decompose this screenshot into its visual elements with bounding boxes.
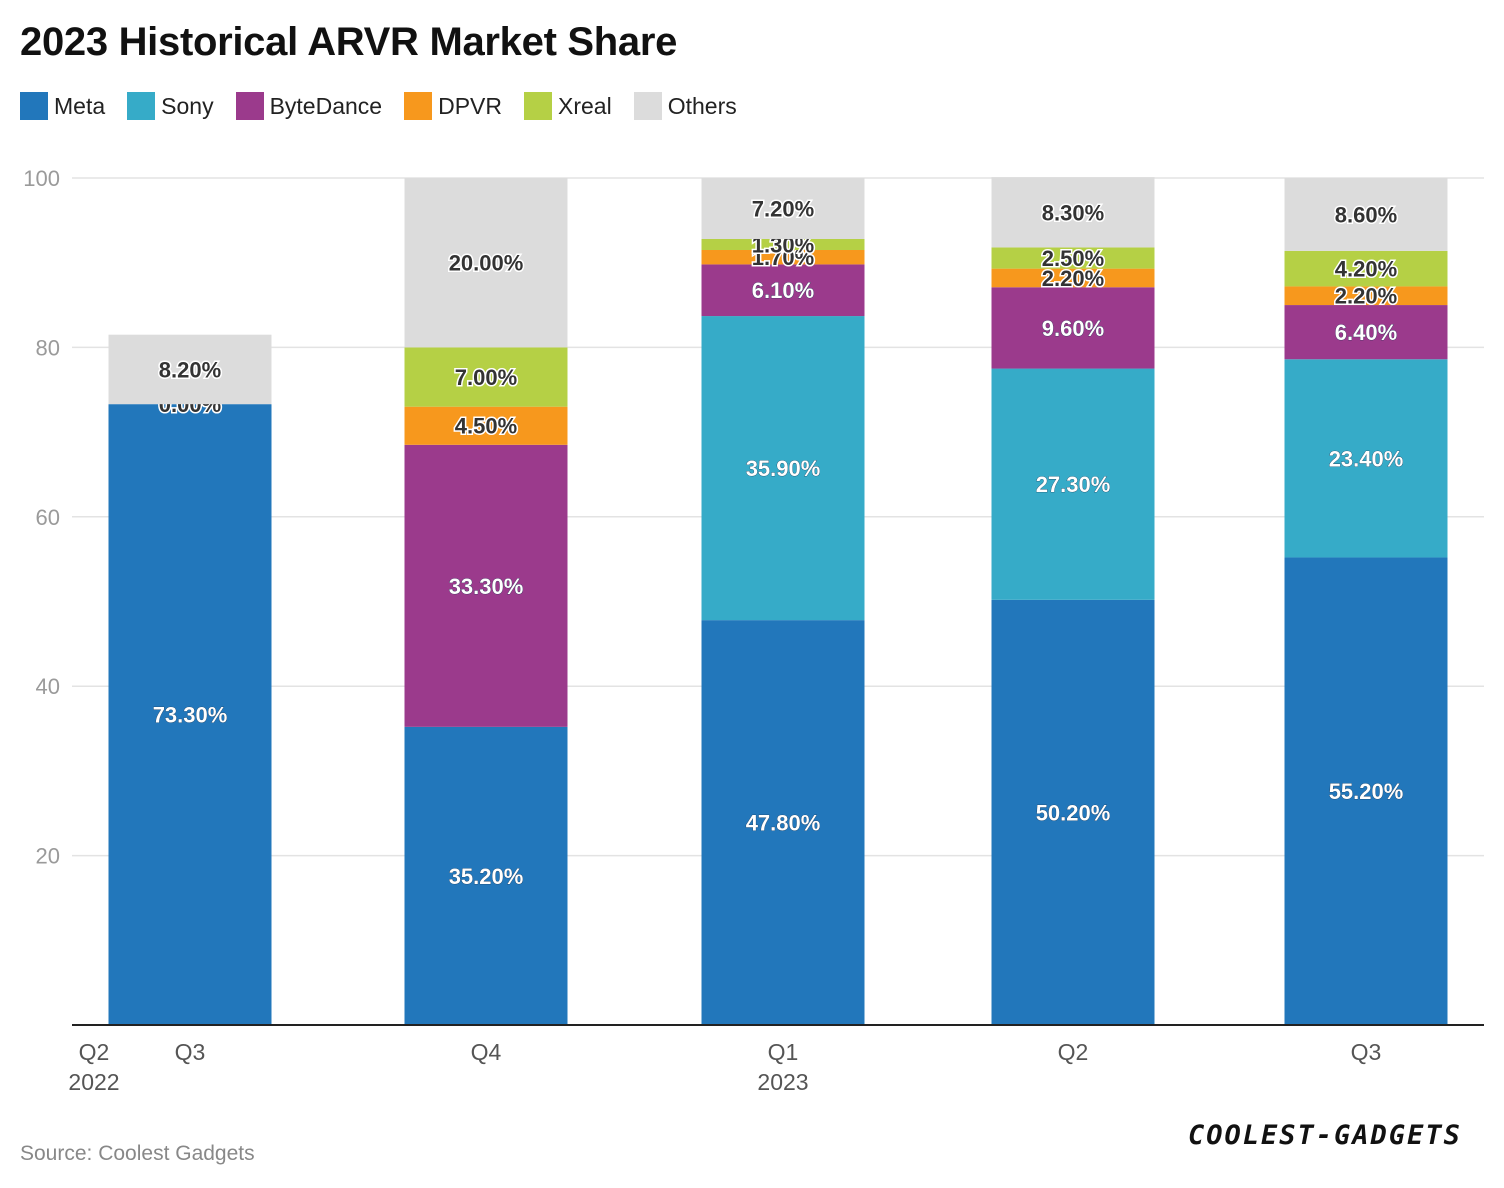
data-label-meta: 35.20% xyxy=(449,864,524,889)
data-label-others: 8.20% xyxy=(159,357,221,382)
legend-label-xreal: Xreal xyxy=(558,92,612,119)
bar-xreal xyxy=(1284,250,1448,287)
data-label-bytedance: 9.60% xyxy=(1042,316,1104,341)
data-label-sony: 23.40% xyxy=(1329,446,1404,471)
data-label-meta: 73.30% xyxy=(153,703,228,728)
data-label-sony: 35.90% xyxy=(746,456,821,481)
data-label-dpvr: 2.20% xyxy=(1335,284,1397,309)
bar-meta xyxy=(701,620,865,1025)
data-label-xreal: 2.50% xyxy=(1042,246,1104,271)
y-tick-label: 40 xyxy=(36,674,60,699)
legend-label-sony: Sony xyxy=(161,92,214,119)
legend-swatch-others xyxy=(633,92,662,120)
bar-bytedance xyxy=(701,264,865,317)
bar-others xyxy=(108,334,272,405)
bar-sony xyxy=(1284,359,1448,558)
legend-item-xreal[interactable]: Xreal xyxy=(524,92,612,120)
legend-swatch-meta xyxy=(20,92,48,120)
x-tick-label: Q3 xyxy=(175,1039,206,1065)
legend: Meta Sony ByteDance DPVR Xreal Others xyxy=(20,92,759,120)
bar-bytedance xyxy=(1284,305,1448,360)
data-label-meta: 47.80% xyxy=(746,811,821,836)
data-label-bytedance: 6.40% xyxy=(1335,320,1397,345)
legend-item-dpvr[interactable]: DPVR xyxy=(404,92,502,120)
data-label-others: 7.20% xyxy=(752,196,814,221)
data-label-others: 8.30% xyxy=(1042,200,1104,225)
legend-swatch-dpvr xyxy=(404,92,433,120)
bar-xreal xyxy=(404,347,568,407)
y-tick-label: 80 xyxy=(36,335,60,360)
data-label-meta: 55.20% xyxy=(1329,779,1404,804)
legend-swatch-sony xyxy=(127,92,156,120)
bar-others xyxy=(1284,178,1448,251)
data-label-dpvr: 2.20% xyxy=(1042,266,1104,291)
legend-label-others: Others xyxy=(667,92,737,119)
bar-dpvr xyxy=(701,249,865,265)
legend-label-dpvr: DPVR xyxy=(438,92,502,119)
bar-sony xyxy=(701,316,865,621)
x-tick-label: Q2 xyxy=(79,1039,110,1065)
y-tick-label: 100 xyxy=(23,166,60,191)
legend-swatch-bytedance xyxy=(235,92,264,120)
x-year-label: 2023 xyxy=(757,1069,808,1095)
legend-item-meta[interactable]: Meta xyxy=(20,92,105,120)
data-label-xreal: 7.00% xyxy=(455,365,517,390)
data-label-others: 20.00% xyxy=(449,251,524,276)
bar-others xyxy=(991,177,1155,248)
legend-item-bytedance[interactable]: ByteDance xyxy=(235,92,383,120)
bar-others xyxy=(404,178,568,348)
bar-dpvr xyxy=(1284,286,1448,306)
bar-meta xyxy=(991,599,1155,1025)
bar-xreal xyxy=(701,238,865,250)
legend-item-others[interactable]: Others xyxy=(633,92,737,120)
bar-dpvr xyxy=(991,268,1155,288)
brand-logo: COOLEST-GADGETS xyxy=(1188,1120,1462,1151)
bar-bytedance xyxy=(404,444,568,727)
data-label-xreal: 4.20% xyxy=(1335,257,1397,282)
legend-swatch-xreal xyxy=(524,92,552,120)
bar-others xyxy=(701,178,865,239)
legend-item-sony[interactable]: Sony xyxy=(127,92,214,120)
x-tick-label: Q3 xyxy=(1351,1039,1382,1065)
bar-sony xyxy=(991,368,1155,600)
bar-xreal xyxy=(991,247,1155,269)
bar-meta xyxy=(108,404,272,1025)
data-label-sony: 27.30% xyxy=(1036,472,1111,497)
data-label-meta: 50.20% xyxy=(1036,800,1111,825)
bar-bytedance xyxy=(991,287,1155,369)
legend-label-meta: Meta xyxy=(54,92,106,119)
x-tick-label: Q2 xyxy=(1058,1039,1089,1065)
chart-title: 2023 Historical ARVR Market Share xyxy=(20,20,678,64)
x-tick-label: Q4 xyxy=(471,1039,502,1065)
y-tick-label: 60 xyxy=(36,505,60,530)
bar-dpvr xyxy=(404,406,568,445)
bar-meta xyxy=(404,726,568,1025)
x-tick-label: Q1 xyxy=(768,1039,799,1065)
x-year-label: 2022 xyxy=(68,1069,119,1095)
y-tick-label: 20 xyxy=(36,844,60,869)
data-label-bytedance: 6.10% xyxy=(752,278,814,303)
source-note: Source: Coolest Gadgets xyxy=(20,1142,255,1165)
bar-meta xyxy=(1284,557,1448,1025)
data-label-bytedance: 33.30% xyxy=(449,574,524,599)
data-label-dpvr: 4.50% xyxy=(455,414,517,439)
data-label-others: 8.60% xyxy=(1335,202,1397,227)
legend-label-bytedance: ByteDance xyxy=(269,92,383,119)
